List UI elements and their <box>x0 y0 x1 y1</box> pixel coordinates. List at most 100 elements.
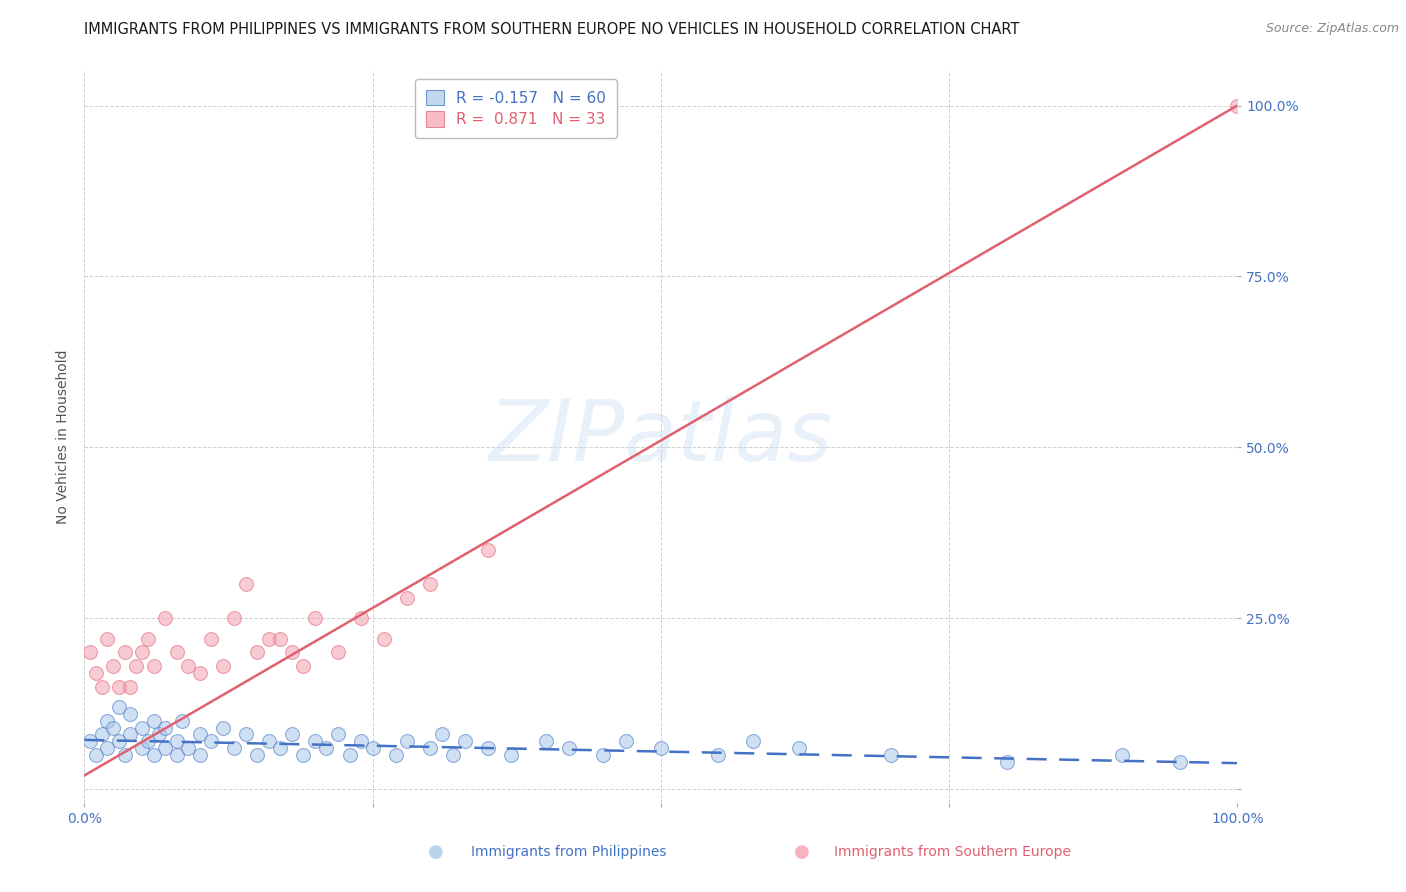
Point <box>880 747 903 762</box>
Point <box>136 734 159 748</box>
Point <box>108 680 131 694</box>
Point <box>177 741 200 756</box>
Point <box>131 645 153 659</box>
Point <box>96 741 118 756</box>
Point <box>326 645 349 659</box>
Point <box>315 741 337 756</box>
Point <box>96 714 118 728</box>
Point <box>90 680 112 694</box>
Point <box>90 727 112 741</box>
Point <box>148 727 170 741</box>
Point <box>787 741 810 756</box>
Point <box>114 747 136 762</box>
Point <box>188 727 211 741</box>
Text: ●: ● <box>793 843 810 861</box>
Point <box>103 721 124 735</box>
Point <box>120 680 142 694</box>
Point <box>326 727 349 741</box>
Text: ZIPatlas: ZIPatlas <box>489 395 832 479</box>
Point <box>79 734 101 748</box>
Point <box>166 734 188 748</box>
Point <box>292 747 315 762</box>
Point <box>614 734 637 748</box>
Point <box>246 645 269 659</box>
Point <box>235 577 257 591</box>
Point <box>477 741 499 756</box>
Point <box>269 741 291 756</box>
Point <box>304 611 326 625</box>
Point <box>419 577 441 591</box>
Text: Immigrants from Philippines: Immigrants from Philippines <box>471 845 666 859</box>
Point <box>84 747 107 762</box>
Point <box>153 741 176 756</box>
Point <box>350 734 373 748</box>
Point <box>125 659 148 673</box>
Point <box>292 659 315 673</box>
Point <box>650 741 672 756</box>
Point <box>142 659 165 673</box>
Point <box>108 700 131 714</box>
Point <box>592 747 614 762</box>
Point <box>103 659 124 673</box>
Point <box>211 721 233 735</box>
Point <box>499 747 522 762</box>
Point <box>361 741 384 756</box>
Point <box>108 734 131 748</box>
Point <box>441 747 464 762</box>
Point <box>200 632 222 646</box>
Text: ●: ● <box>427 843 444 861</box>
Point <box>269 632 291 646</box>
Point <box>166 747 188 762</box>
Point <box>136 632 159 646</box>
Point <box>1168 755 1191 769</box>
Point <box>131 741 153 756</box>
Point <box>188 747 211 762</box>
Point <box>477 542 499 557</box>
Point <box>350 611 373 625</box>
Point <box>396 591 419 605</box>
Point <box>257 632 280 646</box>
Point <box>96 632 118 646</box>
Point <box>257 734 280 748</box>
Point <box>120 727 142 741</box>
Point <box>557 741 579 756</box>
Point <box>430 727 453 741</box>
Point <box>224 741 246 756</box>
Point <box>1226 98 1249 112</box>
Point <box>177 659 200 673</box>
Point <box>246 747 269 762</box>
Point <box>995 755 1018 769</box>
Point <box>224 611 246 625</box>
Point <box>707 747 730 762</box>
Point <box>534 734 557 748</box>
Point <box>188 665 211 680</box>
Point <box>419 741 441 756</box>
Point <box>384 747 406 762</box>
Point <box>153 721 176 735</box>
Point <box>1111 747 1133 762</box>
Text: Immigrants from Southern Europe: Immigrants from Southern Europe <box>834 845 1071 859</box>
Point <box>131 721 153 735</box>
Point <box>339 747 361 762</box>
Point <box>142 714 165 728</box>
Point <box>142 747 165 762</box>
Point <box>211 659 233 673</box>
Point <box>84 665 107 680</box>
Point <box>200 734 222 748</box>
Point <box>373 632 395 646</box>
Text: Source: ZipAtlas.com: Source: ZipAtlas.com <box>1265 22 1399 36</box>
Y-axis label: No Vehicles in Household: No Vehicles in Household <box>56 350 70 524</box>
Legend: R = -0.157   N = 60, R =  0.871   N = 33: R = -0.157 N = 60, R = 0.871 N = 33 <box>415 79 617 137</box>
Point <box>235 727 257 741</box>
Point <box>172 714 194 728</box>
Point <box>120 706 142 721</box>
Point <box>166 645 188 659</box>
Text: IMMIGRANTS FROM PHILIPPINES VS IMMIGRANTS FROM SOUTHERN EUROPE NO VEHICLES IN HO: IMMIGRANTS FROM PHILIPPINES VS IMMIGRANT… <box>84 22 1019 37</box>
Point <box>454 734 477 748</box>
Point <box>304 734 326 748</box>
Point <box>153 611 176 625</box>
Point <box>742 734 765 748</box>
Point <box>79 645 101 659</box>
Point <box>281 727 304 741</box>
Point <box>396 734 419 748</box>
